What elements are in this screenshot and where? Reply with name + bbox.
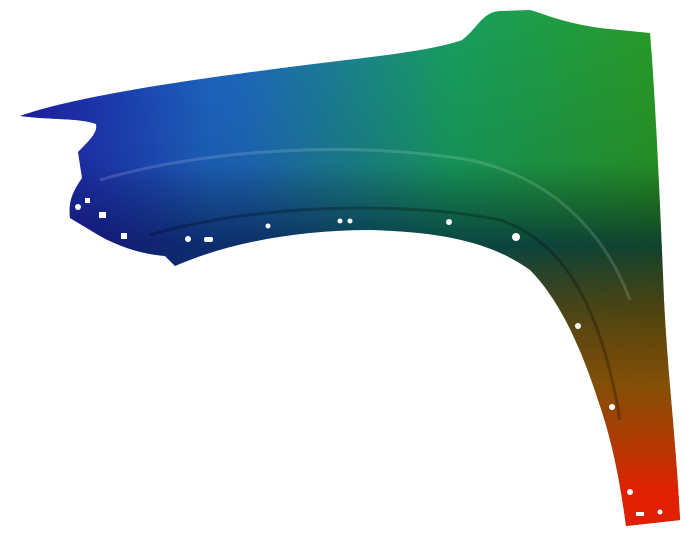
hole [657,509,663,515]
hole [347,218,353,224]
hole [337,218,343,224]
hole [512,233,520,241]
hole [75,204,81,210]
hole [85,198,90,203]
lower-tint [480,10,680,526]
hole [204,237,213,242]
hole [265,223,271,229]
hole [609,404,615,410]
hole [575,323,581,329]
hole [121,233,127,239]
mounting-holes [75,198,663,516]
flange-line [149,206,622,421]
hole [627,489,633,495]
hole [446,219,452,225]
hole [185,236,191,242]
hole [636,512,644,516]
crease-line [99,148,632,301]
hole [99,212,106,218]
